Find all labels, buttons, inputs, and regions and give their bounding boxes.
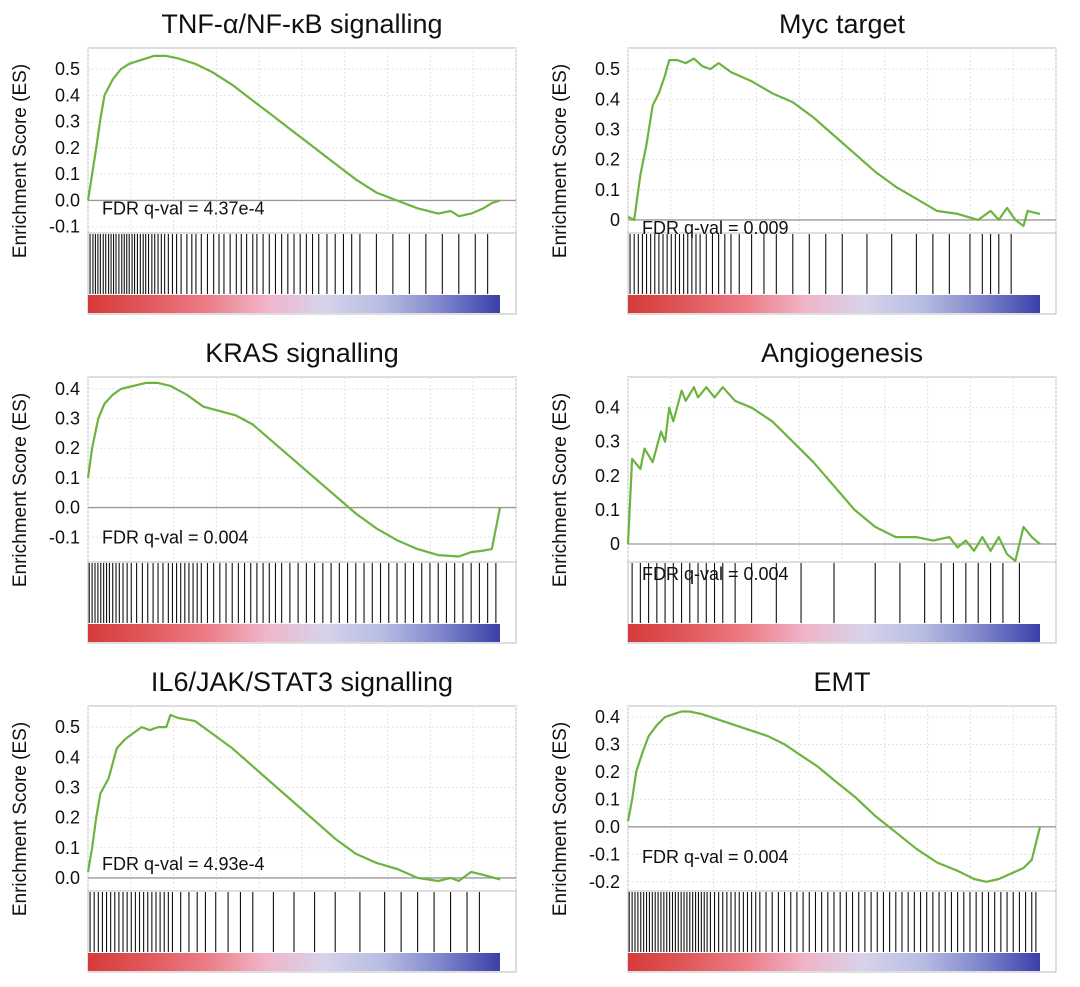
- y-axis-label: Enrichment Score (ES): [550, 393, 571, 587]
- chart-title: IL6/JAK/STAT3 signalling: [151, 667, 453, 697]
- fdr-annotation: FDR q-val = 0.004: [642, 564, 789, 584]
- y-tick-label: 0.3: [55, 112, 80, 132]
- y-tick-label: 0.4: [595, 707, 620, 727]
- y-tick-label: 0.4: [55, 379, 80, 399]
- y-tick-label: 0.5: [595, 59, 620, 79]
- y-tick-label: 0: [610, 210, 620, 230]
- y-tick-label: 0.3: [595, 119, 620, 139]
- gsea-chart-emt: 0.4 0.3 0.2 0.1 0.0 -0.1 -0.2 EMT Enrichment Sco…: [550, 667, 1057, 973]
- y-tick-label: 0.3: [55, 409, 80, 429]
- y-tick-label: 0.1: [55, 164, 80, 184]
- es-line: [626, 386, 1041, 563]
- y-tick-label: 0.1: [55, 838, 80, 858]
- fdr-annotation: FDR q-val = 0.004: [102, 528, 249, 548]
- fdr-annotation: FDR q-val = 4.93e-4: [102, 854, 265, 874]
- gsea-panel-angiogenesis: 0.4 0.3 0.2 0.1 0 Angiogenesis Enrichment Scor…: [540, 329, 1080, 658]
- y-tick-label: 0.2: [595, 466, 620, 486]
- y-axis-label: Enrichment Score (ES): [10, 393, 31, 587]
- y-tick-label: 0.4: [55, 85, 80, 105]
- y-tick-label: 0.1: [55, 468, 80, 488]
- rank-gradient-bar: [88, 953, 500, 971]
- y-tick-label: -0.2: [589, 872, 620, 892]
- y-tick-label: 0.4: [55, 747, 80, 767]
- rank-gradient-bar: [628, 624, 1040, 642]
- chart-title: EMT: [814, 667, 871, 697]
- gsea-chart-angiogenesis: 0.4 0.3 0.2 0.1 0 Angiogenesis Enrichment Scor…: [550, 338, 1057, 644]
- y-tick-label: 0.2: [55, 438, 80, 458]
- y-tick-label: 0.0: [55, 498, 80, 518]
- y-tick-label: 0.3: [595, 432, 620, 452]
- fdr-annotation: FDR q-val = 4.37e-4: [102, 198, 265, 218]
- gsea-panel-tnf: 0.5 0.4 0.3 0.2 0.1 0.0 -0.1 TNF-α/NF-κB signal…: [0, 0, 540, 329]
- chart-title: Myc target: [779, 9, 906, 39]
- y-tick-label: 0: [610, 534, 620, 554]
- y-tick-label: 0.5: [55, 717, 80, 737]
- rank-gradient-bar: [88, 624, 500, 642]
- y-tick-label: 0.3: [595, 734, 620, 754]
- y-tick-label: -0.1: [589, 844, 620, 864]
- gsea-chart-kras: 0.4 0.3 0.2 0.1 0.0 -0.1 KRAS signalling Enrich…: [10, 338, 517, 644]
- y-axis-label: Enrichment Score (ES): [550, 722, 571, 916]
- rank-gradient-bar: [88, 295, 500, 313]
- y-tick-label: 0.2: [55, 808, 80, 828]
- y-tick-label: 0.0: [55, 868, 80, 888]
- y-tick-label: 0.4: [595, 398, 620, 418]
- rank-gradient-bar: [628, 953, 1040, 971]
- y-tick-label: 0.2: [595, 762, 620, 782]
- y-axis-label: Enrichment Score (ES): [10, 64, 31, 258]
- y-axis-label: Enrichment Score (ES): [550, 64, 571, 258]
- gsea-chart-tnf: 0.5 0.4 0.3 0.2 0.1 0.0 -0.1 TNF-α/NF-κB signal…: [10, 9, 517, 315]
- y-tick-label: -0.1: [49, 527, 80, 547]
- y-tick-label: 0.2: [595, 150, 620, 170]
- y-tick-label: 0.1: [595, 789, 620, 809]
- y-tick-label: -0.1: [49, 217, 80, 237]
- es-line: [86, 381, 502, 558]
- gsea-panel-il6: 0.5 0.4 0.3 0.2 0.1 0.0 IL6/JAK/STAT3 signalli…: [0, 658, 540, 987]
- gsea-chart-il6: 0.5 0.4 0.3 0.2 0.1 0.0 IL6/JAK/STAT3 signalli…: [10, 667, 517, 973]
- gsea-panel-myc: 0.5 0.4 0.3 0.2 0.1 0 Myc target Enrichment Sco…: [540, 0, 1080, 329]
- y-tick-label: 0.4: [595, 89, 620, 109]
- gsea-chart-myc: 0.5 0.4 0.3 0.2 0.1 0 Myc target Enrichment Sco…: [550, 9, 1057, 315]
- chart-title: KRAS signalling: [205, 338, 399, 368]
- gsea-panel-emt: 0.4 0.3 0.2 0.1 0.0 -0.1 -0.2 EMT Enrichment Sco…: [540, 658, 1080, 987]
- es-line: [86, 54, 501, 218]
- y-tick-label: 0.3: [55, 777, 80, 797]
- gsea-panel-kras: 0.4 0.3 0.2 0.1 0.0 -0.1 KRAS signalling Enrich…: [0, 329, 540, 658]
- chart-title: Angiogenesis: [761, 338, 923, 368]
- chart-title: TNF-α/NF-κB signalling: [161, 9, 442, 39]
- es-line: [626, 710, 1042, 883]
- fdr-annotation: FDR q-val = 0.009: [642, 218, 789, 238]
- es-line: [86, 713, 501, 883]
- es-line: [627, 57, 1041, 228]
- y-tick-label: 0.1: [595, 180, 620, 200]
- y-tick-label: 0.0: [595, 817, 620, 837]
- y-tick-label: 0.2: [55, 138, 80, 158]
- y-tick-label: 0.1: [595, 500, 620, 520]
- y-axis-label: Enrichment Score (ES): [10, 722, 31, 916]
- rank-gradient-bar: [628, 295, 1040, 313]
- y-tick-label: 0.0: [55, 190, 80, 210]
- fdr-annotation: FDR q-val = 0.004: [642, 847, 789, 867]
- y-tick-label: 0.5: [55, 59, 80, 79]
